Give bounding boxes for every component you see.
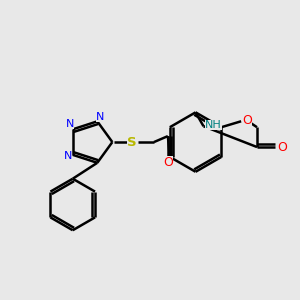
Text: N: N	[64, 151, 72, 161]
Text: N: N	[66, 119, 74, 129]
Text: O: O	[242, 114, 252, 127]
Text: NH: NH	[205, 120, 222, 130]
Text: S: S	[128, 136, 137, 148]
Text: O: O	[277, 140, 287, 154]
Text: O: O	[163, 156, 173, 170]
Text: N: N	[96, 112, 104, 122]
